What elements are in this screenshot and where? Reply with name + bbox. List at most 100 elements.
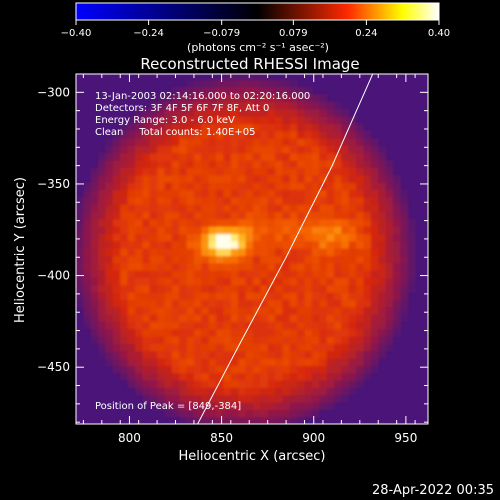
heatmap-cell [407,262,416,271]
heatmap-cell [245,204,254,213]
heatmap-cell [289,182,298,191]
heatmap-cell [186,328,195,337]
heatmap-cell [304,233,313,242]
heatmap-cell [149,248,158,257]
heatmap-cell [260,299,269,308]
heatmap-cell [260,174,269,183]
heatmap-cell [171,336,180,344]
heatmap-cell [208,380,217,388]
heatmap-cell [289,284,298,293]
heatmap-cell [230,372,239,381]
heatmap-cell [179,299,188,308]
heatmap-cell [186,255,195,264]
heatmap-cell [304,358,313,366]
heatmap-cell [348,343,357,352]
heatmap-cell [260,145,269,154]
heatmap-cell [267,138,276,147]
heatmap-cell [282,336,291,344]
heatmap-cell [356,130,365,139]
heatmap-cell [127,116,136,125]
heatmap-cell [238,101,247,110]
heatmap-cell [134,174,143,183]
heatmap-cell [378,328,387,337]
heatmap-cell [216,262,225,271]
heatmap-cell [319,321,328,330]
heatmap-cell [216,255,225,264]
heatmap-cell [275,262,284,271]
heatmap-cell [127,336,136,344]
heatmap-cell [142,248,151,257]
heatmap-cell [348,211,357,220]
heatmap-cell [289,343,298,352]
heatmap-cell [341,160,350,169]
heatmap-cell [186,343,195,352]
heatmap-cell [193,402,202,410]
heatmap-cell [105,336,114,344]
heatmap-cell [370,358,379,366]
heatmap-cell [230,306,239,315]
heatmap-cell [348,328,357,337]
heatmap-cell [171,394,180,403]
heatmap-cell [105,350,114,359]
heatmap-cell [385,248,394,257]
heatmap-cell [348,262,357,271]
heatmap-cell [201,152,210,161]
heatmap-cell [363,145,372,154]
heatmap-cell [267,130,276,139]
heatmap-cell [245,160,254,169]
heatmap-cell [282,86,291,95]
heatmap-cell [289,116,298,125]
heatmap-cell [326,350,335,359]
heatmap-cell [267,284,276,293]
heatmap-cell [105,152,114,161]
heatmap-cell [326,240,335,249]
heatmap-cell [90,262,99,271]
heatmap-cell [392,321,401,330]
heatmap-cell [223,138,232,147]
heatmap-cell [267,380,276,388]
heatmap-cell [90,211,99,220]
heatmap-cell [260,204,269,213]
heatmap-cell [164,108,173,117]
heatmap-cell [370,226,379,235]
heatmap-cell [334,343,342,352]
heatmap-cell [319,402,328,410]
heatmap-cell [370,138,379,147]
heatmap-cell [407,226,416,235]
heatmap-cell [134,108,143,117]
heatmap-cell [282,233,291,242]
heatmap-cell [201,328,210,337]
heatmap-cell [142,350,151,359]
heatmap-cell [157,270,166,278]
heatmap-cell [245,86,254,95]
heatmap-cell [341,248,350,257]
heatmap-cell [341,277,350,286]
heatmap-cell [134,270,143,278]
heatmap-cell [142,130,151,139]
heatmap-cell [120,299,129,308]
heatmap-cell [171,94,180,103]
heatmap-cell [260,167,269,176]
heatmap-cell [319,336,328,344]
heatmap-cell [304,145,313,154]
heatmap-cell [120,152,129,161]
heatmap-cell [164,292,173,300]
heatmap-cell [193,101,202,110]
heatmap-cell [208,255,217,264]
heatmap-cell [334,387,342,396]
annotation-time: 13-Jan-2003 02:14:16.000 to 02:20:16.000 [95,91,310,102]
heatmap-cell [223,108,232,117]
heatmap-cell [120,284,129,293]
heatmap-cell [186,204,195,213]
heatmap-cell [208,358,217,366]
heatmap-cell [289,409,298,418]
heatmap-cell [363,196,372,205]
heatmap-cell [252,380,261,388]
heatmap-cell [252,218,261,227]
heatmap-cell [208,262,217,271]
heatmap-cell [289,255,298,264]
heatmap-cell [171,116,180,125]
heatmap-cell [164,262,173,271]
heatmap-cell [193,284,202,293]
heatmap-cell [260,123,269,132]
